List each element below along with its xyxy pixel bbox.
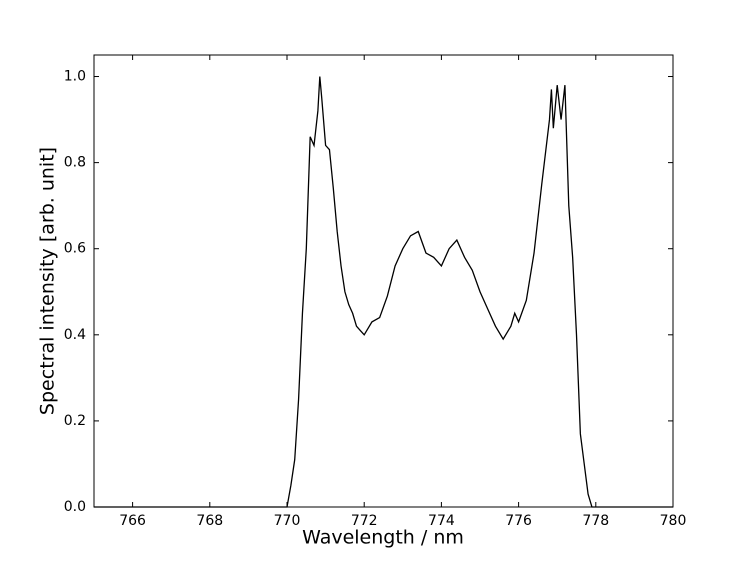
y-tick-label: 1.0 bbox=[64, 69, 86, 85]
data-line bbox=[94, 76, 673, 508]
x-tick-label: 772 bbox=[351, 513, 378, 529]
y-axis-label: Spectral intensity [arb. unit] bbox=[37, 147, 59, 415]
x-tick-label: 778 bbox=[582, 513, 609, 529]
y-tick-label: 0.8 bbox=[64, 155, 86, 171]
x-tick-label: 766 bbox=[119, 513, 146, 529]
x-tick-label: 780 bbox=[660, 513, 687, 529]
y-tick-label: 0.2 bbox=[64, 413, 86, 429]
x-tick-label: 768 bbox=[196, 513, 223, 529]
x-axis-label: Wavelength / nm bbox=[302, 527, 464, 549]
y-tick-label: 0.4 bbox=[64, 327, 86, 343]
plot-frame bbox=[93, 54, 674, 508]
x-tick-label: 774 bbox=[428, 513, 455, 529]
y-tick-label: 0.6 bbox=[64, 241, 86, 257]
x-tick-label: 770 bbox=[274, 513, 301, 529]
x-tick-label: 776 bbox=[505, 513, 532, 529]
y-tick-label: 0.0 bbox=[64, 499, 86, 515]
